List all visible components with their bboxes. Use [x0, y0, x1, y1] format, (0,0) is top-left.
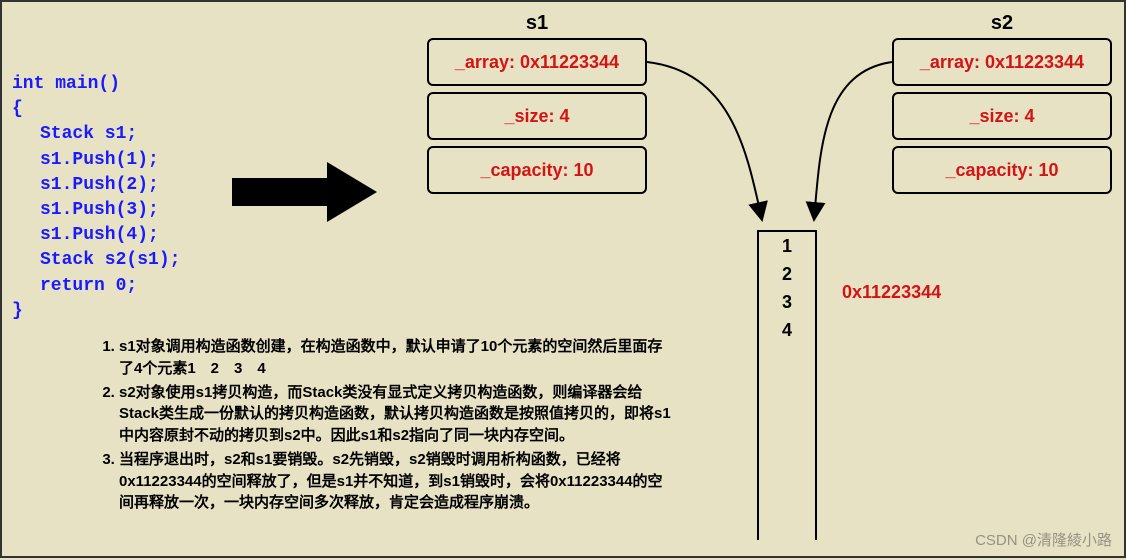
memory-cell: 4 — [759, 316, 815, 344]
arrow-icon — [232, 157, 382, 227]
code-line: Stack s1; — [12, 122, 180, 147]
stack-s2: _array: 0x11223344 _size: 4 _capacity: 1… — [892, 38, 1112, 200]
code-block: int main() { Stack s1; s1.Push(1); s1.Pu… — [12, 72, 180, 324]
curve-s1 — [647, 62, 762, 220]
code-line: s1.Push(4); — [12, 223, 180, 248]
code-line: return 0; — [12, 274, 180, 299]
explain-item: 当程序退出时，s2和s1要销毁。s2先销毁，s2销毁时调用析构函数，已经将0x1… — [119, 449, 677, 514]
stack-label-s2: s2 — [892, 12, 1112, 35]
field-capacity: _capacity: 10 — [427, 146, 647, 194]
code-line: s1.Push(2); — [12, 173, 180, 198]
memory-cell: 2 — [759, 260, 815, 288]
field-size: _size: 4 — [427, 92, 647, 140]
field-size: _size: 4 — [892, 92, 1112, 140]
stack-s1: _array: 0x11223344 _size: 4 _capacity: 1… — [427, 38, 647, 200]
memory-cell: 1 — [759, 232, 815, 260]
watermark: CSDN @清隆綾小路 — [975, 529, 1112, 550]
brace-close: } — [12, 301, 23, 321]
code-line: Stack s2(s1); — [12, 248, 180, 273]
explanation: s1对象调用构造函数创建，在构造函数中，默认申请了10个元素的空间然后里面存了4… — [97, 336, 677, 516]
explain-item: s1对象调用构造函数创建，在构造函数中，默认申请了10个元素的空间然后里面存了4… — [119, 336, 677, 380]
curve-s2 — [814, 62, 892, 220]
memory-address: 0x11223344 — [842, 282, 941, 303]
explain-item: s2对象使用s1拷贝构造，而Stack类没有显式定义拷贝构造函数，则编译器会给S… — [119, 382, 677, 447]
stack-label-s1: s1 — [427, 12, 647, 35]
field-array: _array: 0x11223344 — [427, 38, 647, 86]
brace-open: { — [12, 99, 23, 119]
code-line: s1.Push(3); — [12, 198, 180, 223]
memory-column: 1 2 3 4 — [757, 230, 817, 540]
field-array: _array: 0x11223344 — [892, 38, 1112, 86]
memory-cell: 3 — [759, 288, 815, 316]
field-capacity: _capacity: 10 — [892, 146, 1112, 194]
code-line: s1.Push(1); — [12, 148, 180, 173]
code-decl: int main() — [12, 74, 120, 94]
